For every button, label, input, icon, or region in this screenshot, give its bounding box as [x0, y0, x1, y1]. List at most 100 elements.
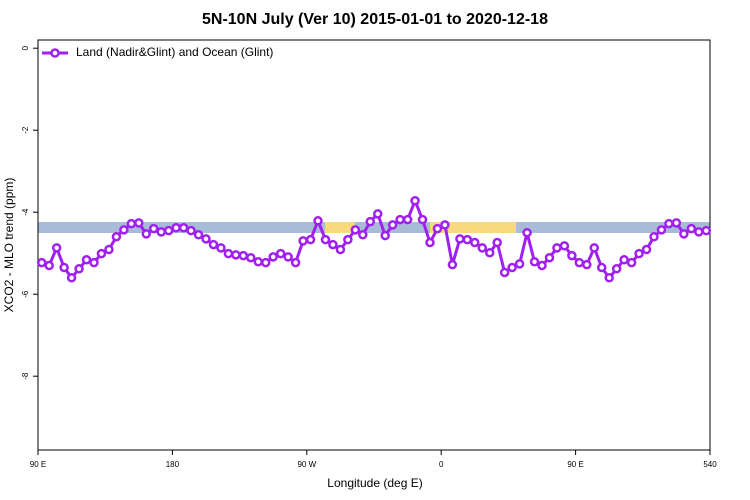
- legend-label: Land (Nadir&Glint) and Ocean (Glint): [76, 45, 273, 59]
- point: [313, 216, 323, 226]
- point: [417, 214, 428, 225]
- point: [567, 250, 577, 261]
- point: [59, 262, 69, 273]
- point: [522, 227, 532, 238]
- point: [36, 257, 47, 268]
- point: [649, 232, 659, 242]
- point: [694, 227, 704, 237]
- point: [365, 216, 376, 227]
- point: [328, 239, 338, 250]
- point: [499, 267, 510, 278]
- y-tick-label: -2: [21, 126, 30, 134]
- point: [141, 229, 152, 239]
- point: [305, 234, 316, 245]
- y-tick-label: -8: [21, 372, 30, 380]
- point: [611, 264, 622, 274]
- point: [81, 255, 92, 265]
- point: [604, 273, 614, 283]
- point: [664, 218, 674, 229]
- point: [447, 259, 458, 270]
- point: [372, 209, 383, 219]
- point: [343, 234, 353, 245]
- point: [283, 252, 293, 262]
- point: [134, 218, 144, 228]
- point: [171, 223, 181, 233]
- point: [425, 237, 435, 248]
- point: [268, 252, 278, 262]
- point: [111, 232, 122, 242]
- point: [701, 225, 712, 236]
- point: [44, 260, 54, 271]
- point: [514, 259, 525, 269]
- point: [492, 237, 502, 248]
- point: [216, 243, 226, 253]
- x-axis-label: Longitude (deg E): [327, 476, 422, 490]
- band-land: [430, 222, 516, 233]
- point: [156, 227, 166, 237]
- point: [298, 236, 308, 246]
- point: [208, 239, 219, 250]
- point: [477, 243, 488, 253]
- y-tick-label: -6: [21, 290, 30, 298]
- point: [634, 248, 644, 259]
- point: [119, 225, 129, 235]
- point: [552, 243, 562, 253]
- point: [223, 248, 234, 259]
- point: [387, 220, 398, 230]
- point: [148, 223, 159, 234]
- point: [544, 252, 555, 263]
- plot-frame: [37, 39, 711, 451]
- point: [201, 234, 211, 244]
- point: [470, 237, 480, 248]
- point: [574, 257, 585, 268]
- point: [440, 220, 450, 230]
- point: [193, 230, 204, 240]
- point: [178, 223, 189, 233]
- point: [559, 241, 570, 251]
- point: [96, 248, 107, 259]
- point: [582, 259, 592, 270]
- point: [74, 264, 84, 274]
- land-ocean-band: [38, 222, 710, 233]
- band-ocean: [38, 222, 710, 233]
- y-axis-label: XCO2 - MLO trend (ppm): [2, 178, 16, 313]
- point: [335, 244, 346, 255]
- point: [626, 257, 637, 268]
- point: [537, 260, 547, 271]
- x-tick-label: 180: [166, 460, 180, 469]
- point: [89, 257, 99, 268]
- point: [656, 225, 667, 235]
- x-tick-label: 90 W: [297, 460, 316, 469]
- point: [380, 230, 390, 241]
- point: [641, 244, 652, 255]
- point: [402, 214, 413, 225]
- point: [320, 234, 331, 245]
- legend-marker: [50, 48, 60, 58]
- point: [104, 244, 114, 255]
- x-tick-label: 90 E: [567, 460, 583, 469]
- point: [619, 255, 629, 265]
- point: [671, 218, 682, 228]
- point: [186, 225, 196, 236]
- point: [679, 229, 689, 239]
- point: [686, 223, 697, 234]
- point: [589, 243, 600, 253]
- point: [596, 262, 607, 273]
- x-tick-label: 540: [703, 460, 717, 469]
- point: [231, 250, 241, 260]
- point: [484, 248, 495, 258]
- point: [432, 223, 443, 234]
- point: [275, 248, 286, 259]
- point: [51, 243, 62, 253]
- x-tick-label: 0: [439, 460, 444, 469]
- y-tick-label: 0: [21, 45, 30, 50]
- point: [290, 257, 301, 268]
- point: [260, 257, 271, 268]
- point: [455, 234, 465, 244]
- x-tick-label: 90 E: [30, 460, 46, 469]
- point: [253, 257, 264, 267]
- band-land: [325, 222, 355, 233]
- point: [350, 225, 361, 235]
- point: [529, 257, 540, 267]
